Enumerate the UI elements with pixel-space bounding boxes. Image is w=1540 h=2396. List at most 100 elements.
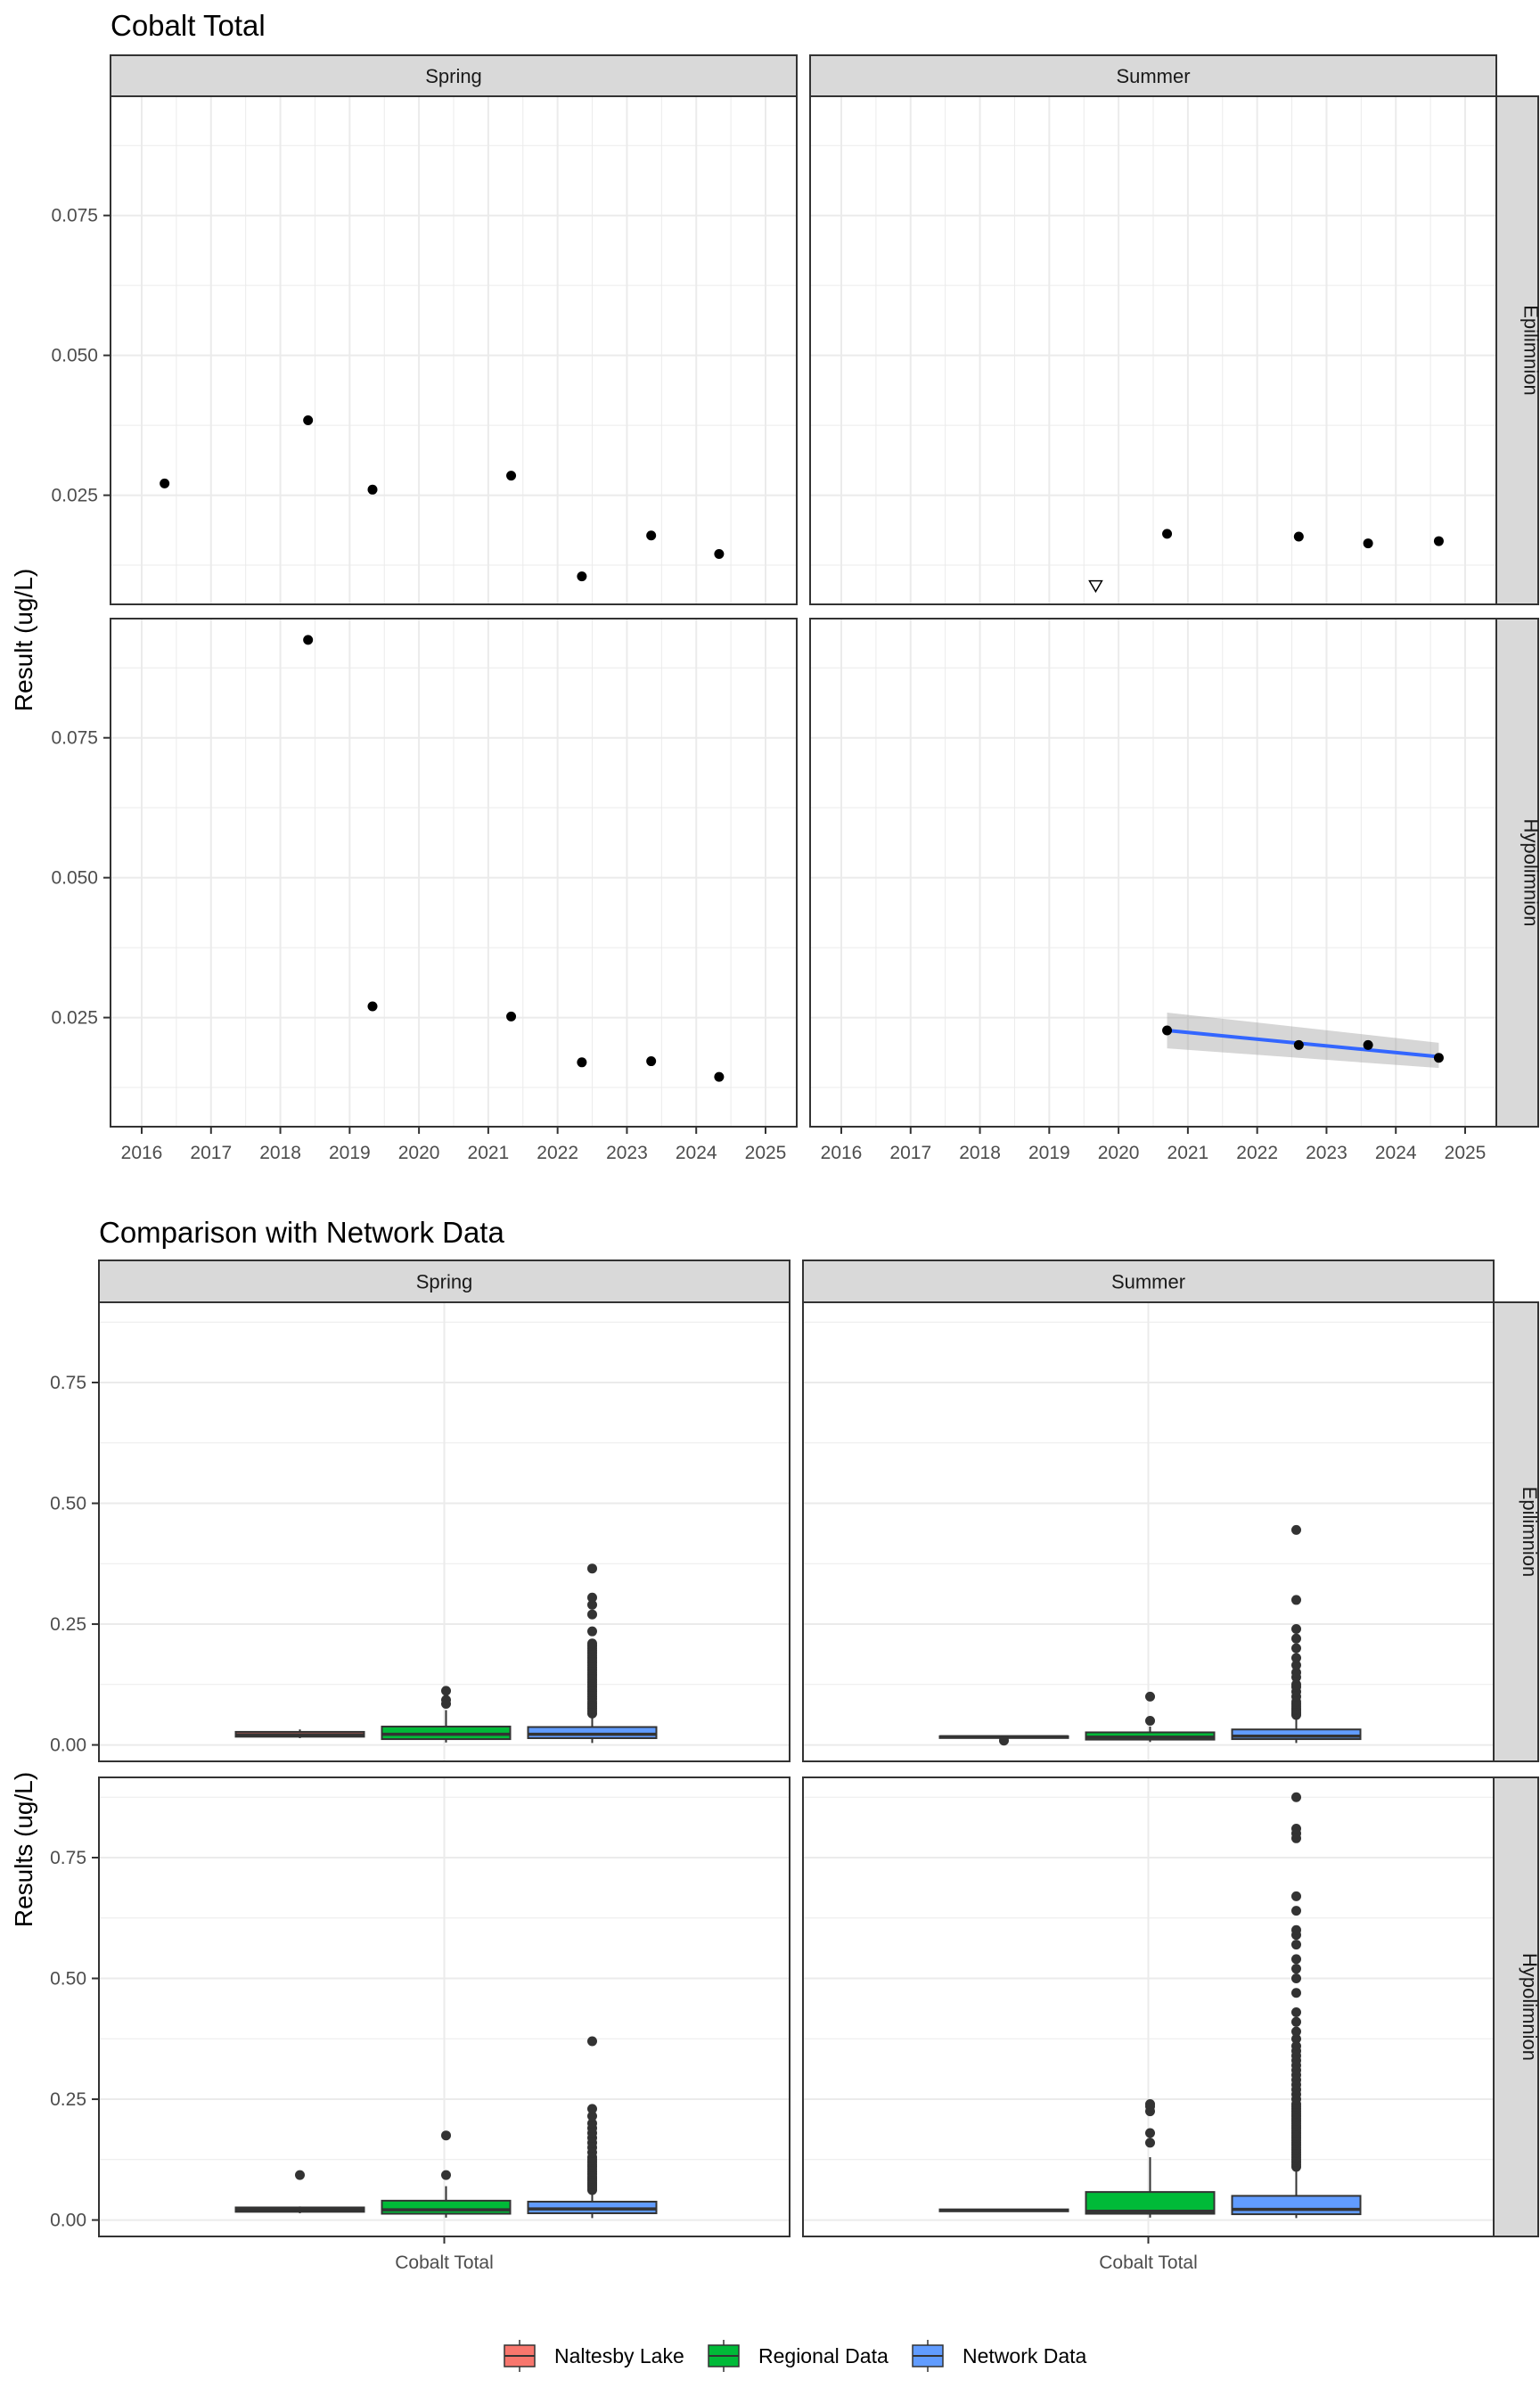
- box-outlier: [1291, 1653, 1301, 1663]
- y-tick-label: 0.25: [50, 2089, 86, 2110]
- data-point: [367, 484, 378, 495]
- y-tick-label: 0.00: [50, 1735, 86, 1756]
- panel-border: [110, 618, 798, 1128]
- box-outlier: [1291, 1679, 1301, 1690]
- x-tick-label: Cobalt Total: [1099, 2252, 1198, 2273]
- box-outlier: [1291, 1823, 1301, 1834]
- data-point: [577, 1057, 587, 1068]
- legend-label: Regional Data: [758, 2344, 889, 2367]
- x-tick-label: 2021: [468, 1143, 510, 1163]
- facet-label-summer: Summer: [1111, 1271, 1185, 1293]
- box-outlier: [1291, 1906, 1301, 1916]
- box-outlier: [587, 2036, 597, 2047]
- x-tick-label: 2023: [1306, 1143, 1348, 1163]
- chart2-data-marks: [234, 1524, 1362, 2219]
- x-tick-label: 2016: [821, 1143, 863, 1163]
- x-tick-label: 2018: [959, 1143, 1001, 1163]
- data-point: [577, 571, 587, 582]
- data-point: [1293, 531, 1304, 542]
- x-tick-label: 2016: [121, 1143, 163, 1163]
- x-tick-label: Cobalt Total: [395, 2252, 494, 2273]
- box-outlier: [1291, 1954, 1301, 1965]
- facet-label-epilimnion: Epilimnion: [1519, 1487, 1540, 1578]
- facet-strip-hypolimnion: [1495, 618, 1539, 1128]
- box-outlier: [441, 1686, 451, 1696]
- x-tick-label: 2017: [889, 1143, 931, 1163]
- y-tick-label: 0.75: [50, 1373, 86, 1393]
- box-outlier: [441, 1694, 451, 1705]
- facet-label-hypolimnion: Hypolimnion: [1519, 1953, 1540, 2061]
- box-outlier: [295, 2170, 305, 2180]
- box-body: [527, 1726, 658, 1739]
- facet-strip-summer: [802, 1260, 1495, 1303]
- facet-strip-hypolimnion: [1493, 1776, 1539, 2237]
- y-tick-label: 0.50: [50, 1494, 86, 1514]
- data-point: [1162, 1025, 1173, 1036]
- box-outlier: [587, 1609, 597, 1620]
- box-outlier: [1291, 1964, 1301, 1974]
- box-outlier: [1291, 1940, 1301, 1950]
- box-outlier: [1291, 1643, 1301, 1653]
- data-point: [714, 549, 725, 560]
- box-outlier: [1291, 2006, 1301, 2017]
- facet-label-spring: Spring: [425, 65, 482, 87]
- data-point: [367, 1001, 378, 1012]
- legend-item-naltesby-lake: Naltesby Lake: [504, 2340, 684, 2372]
- chart2-y-axis: 0.00 0.25 0.50 0.75 0.00 0.25 0.50 0.75: [50, 1373, 99, 2231]
- x-tick-label: 2025: [1445, 1143, 1487, 1163]
- data-point: [303, 635, 314, 645]
- chart2-x-axis: Cobalt Total Cobalt Total: [395, 2236, 1198, 2273]
- facet-label-summer: Summer: [1116, 65, 1190, 87]
- box-outlier: [1145, 2138, 1155, 2148]
- chart1-title: Cobalt Total: [111, 9, 266, 42]
- x-tick-label: 2025: [745, 1143, 787, 1163]
- box-outlier: [1291, 2033, 1301, 2044]
- box-outlier: [1291, 1924, 1301, 1935]
- x-tick-label: 2022: [537, 1143, 578, 1163]
- box-outlier: [587, 1638, 597, 1649]
- x-tick-label: 2017: [190, 1143, 232, 1163]
- facet-strip-epilimnion: [1495, 95, 1539, 605]
- box-outlier: [587, 1592, 597, 1603]
- y-tick-label: 0.075: [51, 728, 98, 749]
- box-outlier: [1145, 2128, 1155, 2138]
- facet-strip-epilimnion: [1493, 1301, 1539, 1762]
- box-outlier: [1145, 2098, 1155, 2109]
- box-outlier: [587, 2104, 597, 2114]
- chart2-gridlines: [99, 1302, 1494, 2236]
- data-point: [506, 471, 517, 481]
- legend-item-network-data: Network Data: [912, 2340, 1087, 2372]
- box-outlier: [587, 1563, 597, 1574]
- legend: Naltesby Lake Regional Data Network Data: [504, 2340, 1087, 2372]
- y-tick-label: 0.075: [51, 206, 98, 226]
- data-point: [646, 1056, 657, 1067]
- box-outlier: [999, 1735, 1009, 1746]
- chart2-facet-strips: Spring Summer Epilimnion Hypolimnion: [98, 1260, 1540, 2237]
- box-outlier: [1291, 2026, 1301, 2037]
- box-outlier: [1291, 1595, 1301, 1605]
- box-outlier: [1291, 1660, 1301, 1670]
- facet-strip-spring: [110, 54, 798, 97]
- box-outlier: [441, 2170, 451, 2180]
- box-outlier: [1291, 1973, 1301, 1984]
- data-point: [160, 478, 170, 488]
- box-outlier: [1145, 1715, 1155, 1726]
- box-outlier: [1291, 1792, 1301, 1802]
- box-outlier: [1291, 1633, 1301, 1644]
- box-outlier: [1291, 1667, 1301, 1678]
- box-outlier: [587, 2111, 597, 2121]
- facet-strip-spring: [98, 1260, 790, 1303]
- x-tick-label: 2019: [329, 1143, 371, 1163]
- y-tick-label: 0.75: [50, 1848, 86, 1868]
- y-tick-label: 0.025: [51, 486, 98, 506]
- box-body: [381, 2199, 512, 2215]
- x-tick-label: 2021: [1167, 1143, 1209, 1163]
- legend-item-regional-data: Regional Data: [708, 2340, 889, 2372]
- chart1-y-axis: 0.025 0.050 0.075 0.025 0.050 0.075: [51, 206, 111, 1029]
- y-tick-label: 0.050: [51, 868, 98, 889]
- box-outlier: [1145, 1691, 1155, 1702]
- data-point: [303, 414, 314, 425]
- data-point: [1433, 1053, 1444, 1063]
- box-outlier: [1291, 2016, 1301, 2027]
- data-point: [1162, 529, 1173, 539]
